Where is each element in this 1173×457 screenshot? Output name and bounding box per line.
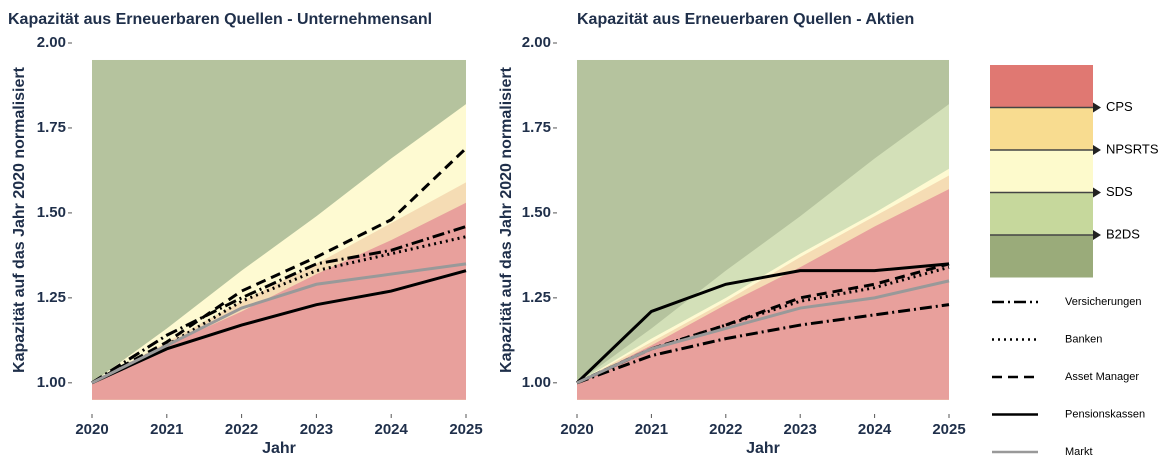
series-line (91, 262, 467, 385)
series-line (91, 147, 468, 385)
x-tick-label: 2022 (225, 421, 258, 438)
legend-label: CPS (1106, 99, 1133, 114)
x-tick-label: 2024 (858, 421, 892, 438)
y-tick-label: 1.00 (522, 374, 551, 391)
legend-label: B2DS (1106, 226, 1140, 241)
y-tick-label: 2.00 (522, 34, 551, 51)
legend-label: Pensionskassen (1065, 408, 1145, 420)
y-tick-label: 1.75 (522, 119, 551, 136)
x-tick-label: 2024 (375, 421, 409, 438)
legend-swatch (990, 107, 1093, 150)
series-line (91, 269, 467, 385)
legend-label: Markt (1065, 446, 1093, 457)
x-tick-label: 2023 (784, 421, 817, 438)
y-tick-label: 1.50 (522, 204, 551, 221)
y-tick-label: 1.75 (37, 119, 66, 136)
y-axis-label: Kapazität auf das Jahr 2020 normalisiert (498, 66, 515, 373)
series-line (576, 303, 950, 385)
x-axis-label: Jahr (746, 440, 780, 457)
y-tick-label: 1.25 (522, 289, 551, 306)
x-tick-label: 2020 (75, 421, 108, 438)
y-tick-label: 2.00 (37, 34, 66, 51)
x-tick-label: 2022 (709, 421, 742, 438)
x-tick-label: 2025 (449, 421, 482, 438)
series-line (91, 225, 467, 385)
y-tick-label: 1.00 (37, 374, 66, 391)
scenario-band (577, 189, 949, 400)
x-axis-label: Jahr (262, 440, 296, 457)
legend-label: Versicherungen (1065, 296, 1141, 308)
y-axis-label: Kapazität auf das Jahr 2020 normalisiert (11, 66, 28, 373)
legend-swatch (990, 150, 1093, 193)
legend-arrowhead (1093, 145, 1101, 155)
legend-swatch (990, 235, 1093, 278)
legend-swatch (990, 192, 1093, 235)
legend-label: SDS (1106, 184, 1133, 199)
chart-title: Kapazität aus Erneuerbaren Quellen - Akt… (577, 11, 914, 28)
series-line (575, 262, 950, 384)
chart-title: Kapazität aus Erneuerbaren Quellen - Unt… (8, 11, 432, 28)
legend-swatch (990, 65, 1093, 108)
x-tick-label: 2023 (300, 421, 333, 438)
legend-arrowhead (1093, 187, 1101, 198)
legend-arrowhead (1093, 102, 1101, 113)
series-line (91, 235, 467, 385)
x-tick-label: 2025 (932, 421, 965, 438)
legend-label: Asset Manager (1065, 371, 1139, 383)
series-line (576, 265, 950, 385)
series-line (576, 279, 950, 385)
y-tick-label: 1.25 (37, 289, 66, 306)
scenario-band (92, 202, 466, 400)
legend-label: NPSRTS (1106, 141, 1159, 156)
x-tick-label: 2020 (560, 421, 593, 438)
x-tick-label: 2021 (635, 421, 668, 438)
legend-arrowhead (1093, 230, 1101, 240)
y-tick-label: 1.50 (37, 204, 66, 221)
legend-label: Banken (1065, 333, 1102, 345)
x-tick-label: 2021 (150, 421, 183, 438)
